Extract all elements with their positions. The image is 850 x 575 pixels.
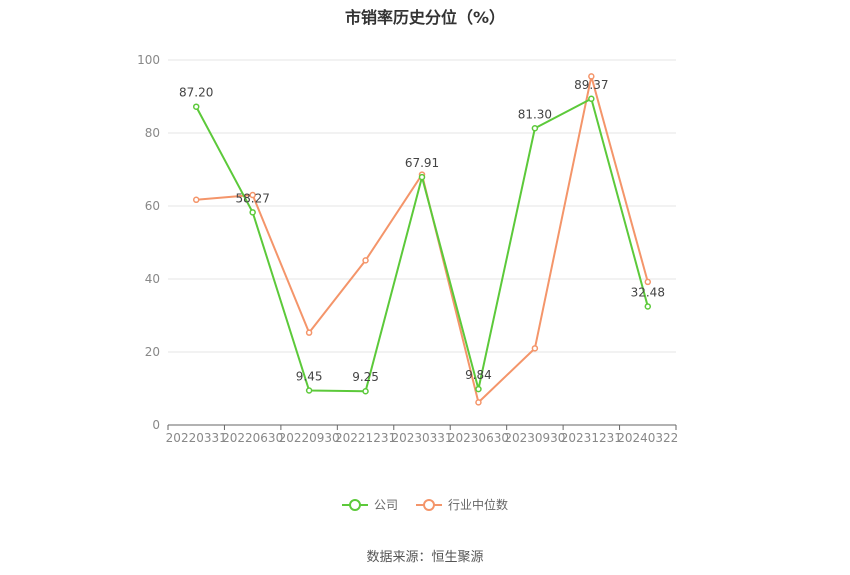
- data-label-8: 32.48: [631, 285, 665, 299]
- data-labels: 87.20 58.27 9.45 9.25 67.91 9.84 81.30 89.37 32.…: [179, 78, 665, 384]
- data-point-s1-5: [475, 399, 482, 406]
- x-tick-label-4: 20230331: [391, 431, 452, 445]
- data-label-6: 81.30: [518, 107, 552, 121]
- data-point-s0-7: [588, 95, 595, 103]
- y-tick-label-20: 20: [145, 345, 160, 359]
- legend-item-industry-median[interactable]: 行业中位数: [416, 496, 508, 513]
- data-source: 数据来源：恒生聚源: [366, 550, 484, 565]
- data-point-s0-2: [305, 387, 313, 394]
- data-point-s1-3: [362, 257, 369, 264]
- data-label-1: 58.27: [235, 191, 269, 205]
- y-tick-label-100: 100: [137, 53, 160, 67]
- data-point-s0-6: [531, 125, 539, 132]
- x-tick-label-0: 20220331: [166, 431, 227, 445]
- data-point-s0-4: [418, 173, 426, 181]
- data-label-2: 9.45: [296, 370, 323, 384]
- x-tick-label-1: 20220630: [222, 431, 283, 445]
- data-point-s0-0: [192, 103, 200, 110]
- y-tick-label-80: 80: [145, 126, 160, 140]
- x-tick-label-6: 20230930: [504, 431, 565, 445]
- data-point-s0-5: [475, 385, 482, 393]
- x-tick-label-3: 20221231: [335, 431, 396, 445]
- data-point-s1-2: [305, 329, 313, 336]
- data-point-s0-3: [362, 387, 369, 395]
- data-point-s1-0: [192, 196, 200, 204]
- series-line-1: [196, 75, 649, 404]
- series-lines: [192, 73, 652, 406]
- y-tick-label-40: 40: [145, 272, 160, 286]
- data-point-s0-1: [249, 209, 256, 216]
- chart-title: 市销率历史分位（%）: [344, 8, 506, 27]
- data-label-4: 67.91: [405, 156, 439, 170]
- data-point-s0-8: [644, 303, 652, 310]
- data-label-7: 89.37: [574, 78, 608, 92]
- x-tick-label-8: 20240322: [617, 431, 678, 445]
- data-label-5: 9.84: [465, 368, 492, 382]
- legend-industry-marker: [416, 498, 442, 511]
- y-tick-label-0: 0: [152, 418, 160, 432]
- data-point-s1-8: [644, 278, 652, 286]
- x-tick-label-7: 20231231: [561, 431, 622, 445]
- legend-company-label: 公司: [373, 498, 398, 512]
- series-line-0: [195, 97, 649, 393]
- legend: 公司 行业中位数: [0, 496, 850, 513]
- legend-industry-label: 行业中位数: [448, 498, 509, 512]
- data-point-s1-7: [588, 73, 595, 80]
- axes: 0 20 40 60 80 100 2022033120220630202209302022…: [137, 53, 678, 445]
- data-label-0: 87.20: [179, 86, 213, 100]
- legend-item-company[interactable]: 公司: [341, 496, 398, 513]
- x-tick-label-2: 20220930: [279, 431, 340, 445]
- x-tick-label-5: 20230630: [448, 431, 509, 445]
- data-point-s1-1: [249, 191, 256, 199]
- legend-company-marker: [341, 498, 368, 511]
- y-tick-label-60: 60: [145, 199, 160, 213]
- data-label-3: 9.25: [352, 370, 379, 384]
- data-point-s1-6: [531, 345, 539, 352]
- grid-lines: [168, 59, 676, 353]
